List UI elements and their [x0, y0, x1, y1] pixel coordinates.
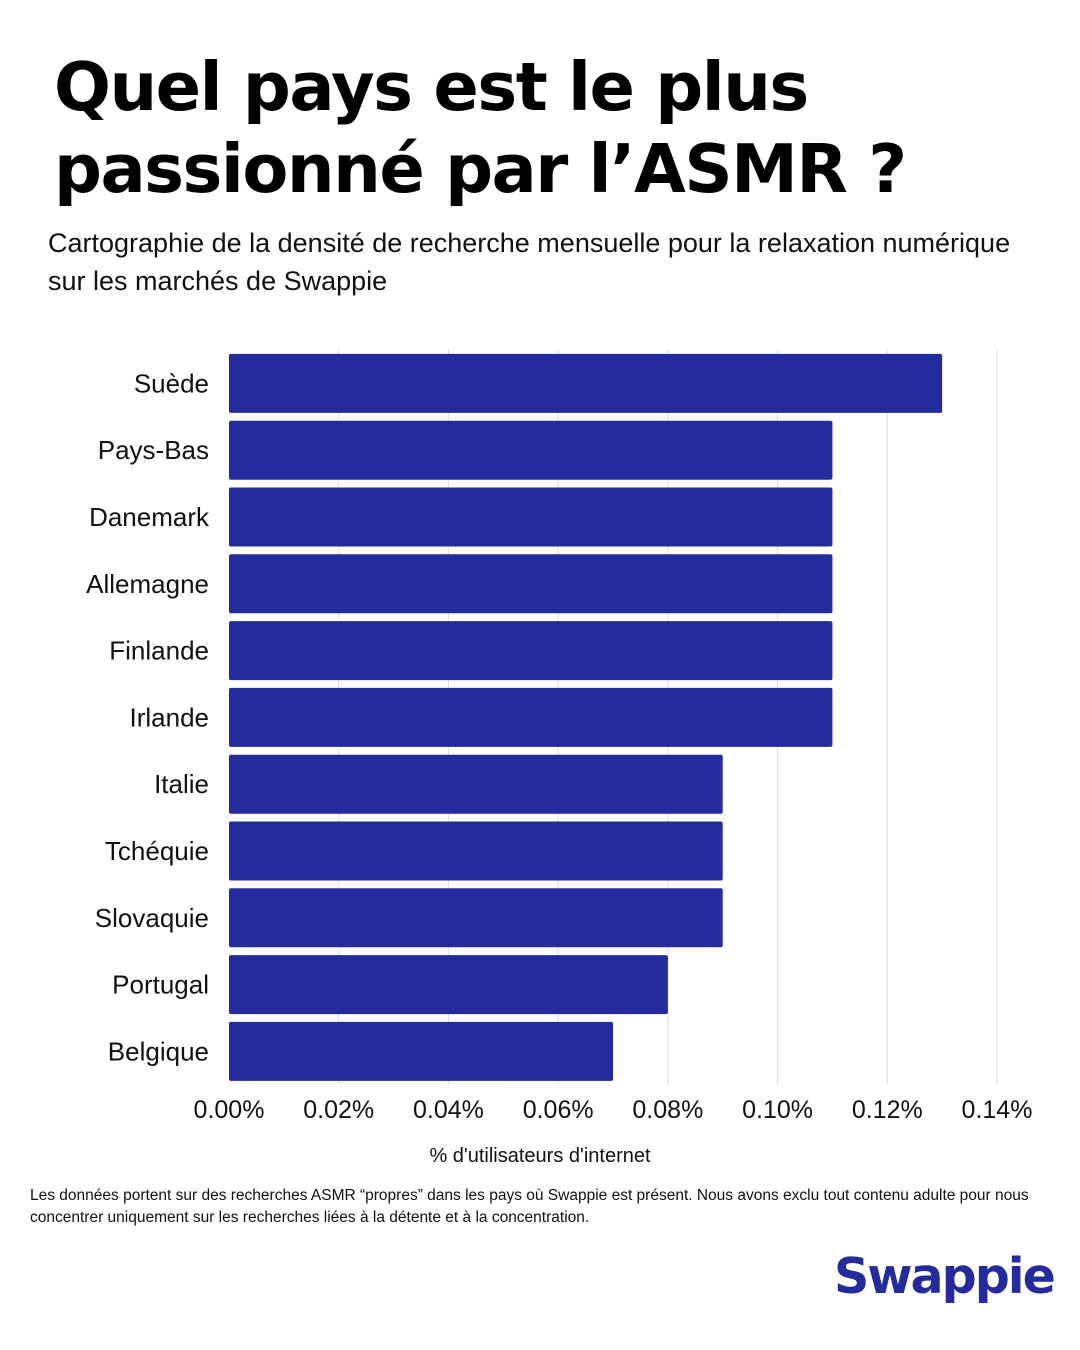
x-tick-label: 0.02%	[303, 1096, 374, 1124]
footnote: Les données portent sur des recherches A…	[30, 1187, 1029, 1226]
bar	[229, 487, 833, 547]
bar	[229, 821, 723, 881]
category-label: Italie	[154, 769, 209, 799]
category-label: Irlande	[130, 702, 210, 732]
bar	[229, 888, 723, 948]
bar	[229, 420, 833, 480]
bar	[229, 687, 833, 747]
chart-title: Quel pays est le plus passionné par l’AS…	[54, 48, 907, 208]
category-label: Pays-Bas	[98, 435, 209, 465]
bar	[229, 621, 833, 681]
swappie-logo: Swappie	[834, 1248, 1056, 1305]
category-label: Danemark	[89, 502, 210, 532]
category-label: Portugal	[112, 970, 209, 1000]
x-tick-label: 0.04%	[413, 1096, 484, 1124]
bar	[229, 1021, 613, 1081]
bar	[229, 353, 943, 413]
x-axis-label: % d'utilisateurs d'internet	[429, 1145, 651, 1167]
bar	[229, 554, 833, 614]
x-tick-label: 0.14%	[962, 1096, 1033, 1124]
bar-chart: Suède Pays-Bas Danemark Allemagne Finlande Ir…	[86, 350, 1033, 1167]
category-label: Slovaquie	[95, 903, 209, 933]
bar	[229, 754, 723, 814]
x-tick-label: 0.00%	[194, 1096, 265, 1124]
bar	[229, 955, 668, 1015]
x-tick-label: 0.08%	[632, 1096, 703, 1124]
category-label: Tchéquie	[105, 836, 209, 866]
chart-subtitle: Cartographie de la densité de recherche …	[48, 228, 1011, 296]
x-tick-label: 0.10%	[742, 1096, 813, 1124]
category-label: Allemagne	[86, 569, 209, 599]
category-label: Finlande	[109, 636, 209, 666]
category-label: Belgique	[108, 1036, 209, 1066]
x-tick-label: 0.12%	[852, 1096, 923, 1124]
x-tick-label: 0.06%	[523, 1096, 594, 1124]
category-label: Suède	[134, 368, 209, 398]
